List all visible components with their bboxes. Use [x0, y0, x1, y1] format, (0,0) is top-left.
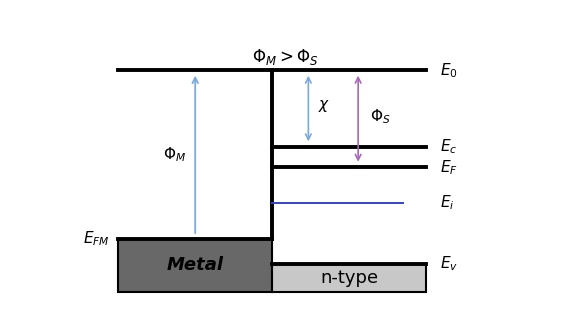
Text: $E_v$: $E_v$	[440, 255, 458, 273]
Text: $E_F$: $E_F$	[440, 158, 457, 176]
Bar	[118, 239, 272, 292]
Text: $\Phi_M$: $\Phi_M$	[164, 145, 186, 164]
Text: n-type: n-type	[320, 269, 378, 287]
Text: $\chi$: $\chi$	[318, 98, 331, 114]
Bar	[272, 264, 426, 292]
Text: $\Phi_M > \Phi_S$: $\Phi_M > \Phi_S$	[252, 47, 319, 68]
Text: $E_0$: $E_0$	[440, 61, 457, 80]
Text: Metal: Metal	[166, 256, 224, 274]
Text: $E_{FM}$: $E_{FM}$	[82, 229, 109, 248]
Text: $E_i$: $E_i$	[440, 194, 454, 212]
Text: $\Phi_S$: $\Phi_S$	[370, 107, 391, 125]
Text: $E_c$: $E_c$	[440, 137, 457, 156]
